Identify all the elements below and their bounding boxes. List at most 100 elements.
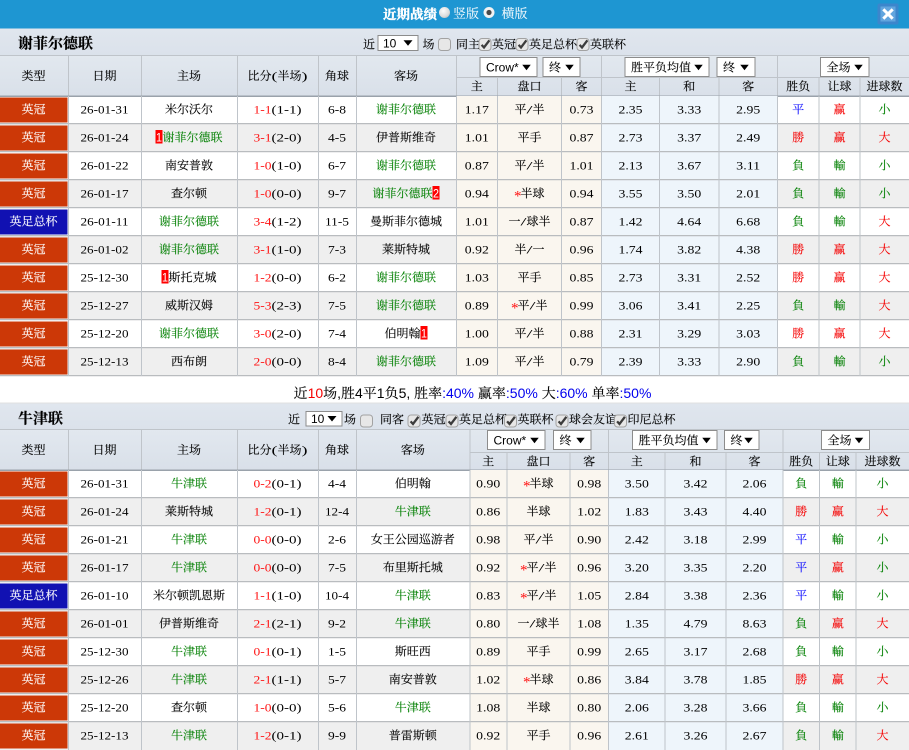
svg-text:(0-0): (0-0) [272, 271, 302, 285]
svg-text:4-5: 4-5 [328, 131, 346, 145]
svg-text:0.87: 0.87 [570, 131, 594, 145]
svg-text:(0-0): (0-0) [272, 561, 302, 575]
svg-text:(1-1): (1-1) [272, 673, 302, 687]
svg-text:3.11: 3.11 [736, 159, 760, 173]
svg-text:1-0: 1-0 [254, 159, 272, 173]
svg-text:3.35: 3.35 [684, 561, 708, 575]
svg-text:Crow*: Crow* [494, 434, 527, 448]
svg-text:3.17: 3.17 [684, 645, 708, 659]
svg-text:1.09: 1.09 [465, 355, 489, 369]
svg-text:25-12-13: 25-12-13 [81, 355, 129, 369]
svg-text:1.35: 1.35 [625, 617, 649, 631]
svg-text:1-2: 1-2 [254, 505, 272, 519]
svg-text:1: 1 [162, 271, 168, 285]
svg-text:0.87: 0.87 [570, 215, 594, 229]
svg-text:2.13: 2.13 [619, 159, 643, 173]
svg-text:3.20: 3.20 [625, 561, 649, 575]
svg-text:4.38: 4.38 [736, 243, 760, 257]
svg-text:25-12-30: 25-12-30 [81, 645, 129, 659]
svg-text:(: ( [272, 69, 278, 83]
svg-text:7-5: 7-5 [328, 299, 346, 313]
svg-text:25-12-26: 25-12-26 [81, 673, 129, 687]
svg-text:(1-0): (1-0) [272, 159, 302, 173]
svg-text:0.86: 0.86 [577, 673, 601, 687]
svg-text:3-0: 3-0 [254, 327, 272, 341]
svg-text:26-01-24: 26-01-24 [81, 131, 129, 145]
svg-text:0.80: 0.80 [476, 617, 500, 631]
svg-text:26-01-21: 26-01-21 [81, 533, 129, 547]
svg-text:0.92: 0.92 [465, 243, 489, 257]
svg-text::40%: :40% [442, 385, 474, 401]
svg-text:2.65: 2.65 [625, 645, 649, 659]
svg-text:5-7: 5-7 [328, 673, 346, 687]
svg-text:0-0: 0-0 [254, 533, 272, 547]
svg-text:0.96: 0.96 [577, 729, 601, 743]
svg-text:/: / [530, 617, 537, 631]
svg-text:2.20: 2.20 [743, 561, 767, 575]
svg-text:1-1: 1-1 [254, 589, 272, 603]
svg-text:26-01-24: 26-01-24 [81, 505, 129, 519]
svg-text:10: 10 [311, 412, 325, 426]
svg-text:/: / [527, 327, 534, 341]
svg-text:0.92: 0.92 [476, 729, 500, 743]
svg-text:2.52: 2.52 [736, 271, 760, 285]
svg-text:3-1: 3-1 [254, 243, 272, 257]
svg-text:8.63: 8.63 [743, 617, 767, 631]
svg-text:1.02: 1.02 [577, 505, 601, 519]
svg-text:(2-1): (2-1) [272, 617, 302, 631]
svg-text:/: / [539, 589, 546, 603]
svg-text:(1-2): (1-2) [272, 215, 302, 229]
svg-text:26-01-10: 26-01-10 [81, 589, 129, 603]
svg-text:*: * [523, 479, 531, 495]
svg-text:0.99: 0.99 [577, 645, 601, 659]
svg-text:3.38: 3.38 [684, 589, 708, 603]
svg-text:2.61: 2.61 [625, 729, 649, 743]
svg-text:*: * [520, 591, 528, 607]
svg-text:1.01: 1.01 [570, 159, 594, 173]
svg-text:2.06: 2.06 [625, 701, 649, 715]
svg-text:9-2: 9-2 [328, 617, 346, 631]
svg-text:0.96: 0.96 [570, 243, 594, 257]
svg-text:2.39: 2.39 [619, 355, 643, 369]
svg-text:0-1: 0-1 [254, 645, 272, 659]
svg-text:0.99: 0.99 [570, 299, 594, 313]
svg-text:25-12-30: 25-12-30 [81, 271, 129, 285]
svg-text:26-01-31: 26-01-31 [81, 477, 129, 491]
svg-text:26-01-01: 26-01-01 [81, 617, 129, 631]
svg-text:12-4: 12-4 [325, 505, 349, 519]
svg-text:3.84: 3.84 [625, 673, 649, 687]
svg-text:1: 1 [156, 131, 162, 145]
svg-text:0.96: 0.96 [577, 561, 601, 575]
svg-text:0.90: 0.90 [476, 477, 500, 491]
svg-text:3.33: 3.33 [677, 355, 701, 369]
svg-text:9-9: 9-9 [328, 729, 346, 743]
svg-text:2.84: 2.84 [625, 589, 649, 603]
svg-text:(1-1): (1-1) [272, 103, 302, 117]
svg-text:7-4: 7-4 [328, 327, 346, 341]
svg-text:3.66: 3.66 [743, 701, 767, 715]
svg-text:1.01: 1.01 [465, 131, 489, 145]
svg-text:26-01-02: 26-01-02 [81, 243, 129, 257]
svg-text:3.31: 3.31 [677, 271, 701, 285]
svg-text::50%: :50% [620, 385, 652, 401]
svg-text:2.42: 2.42 [625, 533, 649, 547]
svg-text:26-01-17: 26-01-17 [81, 561, 129, 575]
svg-text:0.79: 0.79 [570, 355, 594, 369]
svg-text:26-01-17: 26-01-17 [81, 187, 129, 201]
svg-text:1.00: 1.00 [465, 327, 489, 341]
svg-text:0.98: 0.98 [577, 477, 601, 491]
svg-text:25-12-20: 25-12-20 [81, 701, 129, 715]
svg-text:2.73: 2.73 [619, 271, 643, 285]
svg-text:3.28: 3.28 [684, 701, 708, 715]
svg-text:3.50: 3.50 [677, 187, 701, 201]
svg-text:10: 10 [383, 37, 397, 51]
svg-text:(0-1): (0-1) [272, 645, 302, 659]
svg-text:10-4: 10-4 [325, 589, 349, 603]
svg-text:0.87: 0.87 [465, 159, 489, 173]
svg-text:3.78: 3.78 [684, 673, 708, 687]
svg-text:5-3: 5-3 [254, 299, 272, 313]
svg-text:9-7: 9-7 [328, 187, 346, 201]
svg-text:3.06: 3.06 [619, 299, 643, 313]
svg-text:2.90: 2.90 [736, 355, 760, 369]
svg-text:(2-0): (2-0) [272, 131, 302, 145]
